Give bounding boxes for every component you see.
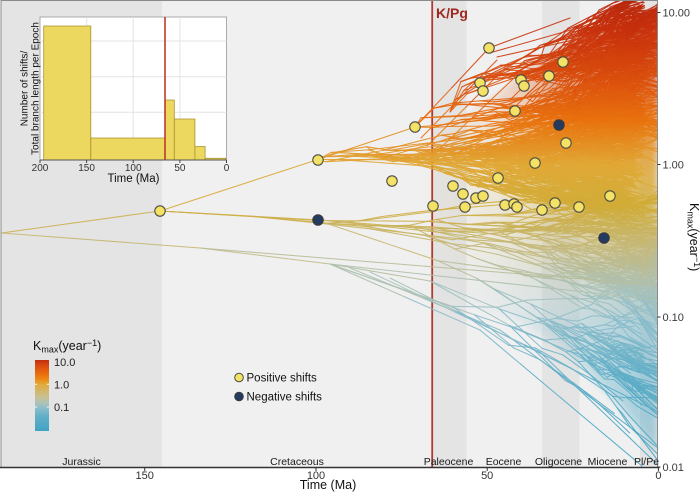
svg-text:K/Pg: K/Pg <box>436 5 468 21</box>
svg-text:Miocene: Miocene <box>588 456 628 468</box>
svg-text:1.00: 1.00 <box>663 159 684 171</box>
svg-text:150: 150 <box>78 163 95 174</box>
svg-text:Jurassic: Jurassic <box>62 456 101 468</box>
svg-text:Cretaceous: Cretaceous <box>270 456 324 468</box>
svg-text:100: 100 <box>125 163 142 174</box>
svg-text:0: 0 <box>655 470 661 482</box>
svg-text:Positive shifts: Positive shifts <box>247 373 318 385</box>
svg-text:Pl/Pe: Pl/Pe <box>634 456 659 468</box>
svg-text:10.00: 10.00 <box>663 7 691 19</box>
svg-text:200: 200 <box>32 163 49 174</box>
svg-text:10.0: 10.0 <box>54 357 75 369</box>
svg-text:50: 50 <box>481 470 493 482</box>
svg-text:Paleocene: Paleocene <box>424 456 474 468</box>
svg-text:Total branch length per Epoch: Total branch length per Epoch <box>31 22 42 155</box>
svg-text:Negative shifts: Negative shifts <box>247 392 323 404</box>
svg-text:Time (Ma): Time (Ma) <box>108 173 160 185</box>
svg-text:Eocene: Eocene <box>486 456 522 468</box>
svg-text:Kmax(year−1): Kmax(year−1) <box>686 203 700 271</box>
svg-text:150: 150 <box>136 470 154 482</box>
svg-text:Time (Ma): Time (Ma) <box>300 478 356 492</box>
svg-text:0.1: 0.1 <box>54 402 69 414</box>
svg-text:50: 50 <box>174 163 186 174</box>
svg-text:0.10: 0.10 <box>663 312 684 324</box>
svg-text:0.01: 0.01 <box>663 462 684 474</box>
svg-text:1.0: 1.0 <box>54 380 69 392</box>
svg-text:Number of shifts/: Number of shifts/ <box>20 50 31 126</box>
svg-text:0: 0 <box>224 163 230 174</box>
svg-text:100: 100 <box>307 470 325 482</box>
svg-text:Oligocene: Oligocene <box>535 456 582 468</box>
